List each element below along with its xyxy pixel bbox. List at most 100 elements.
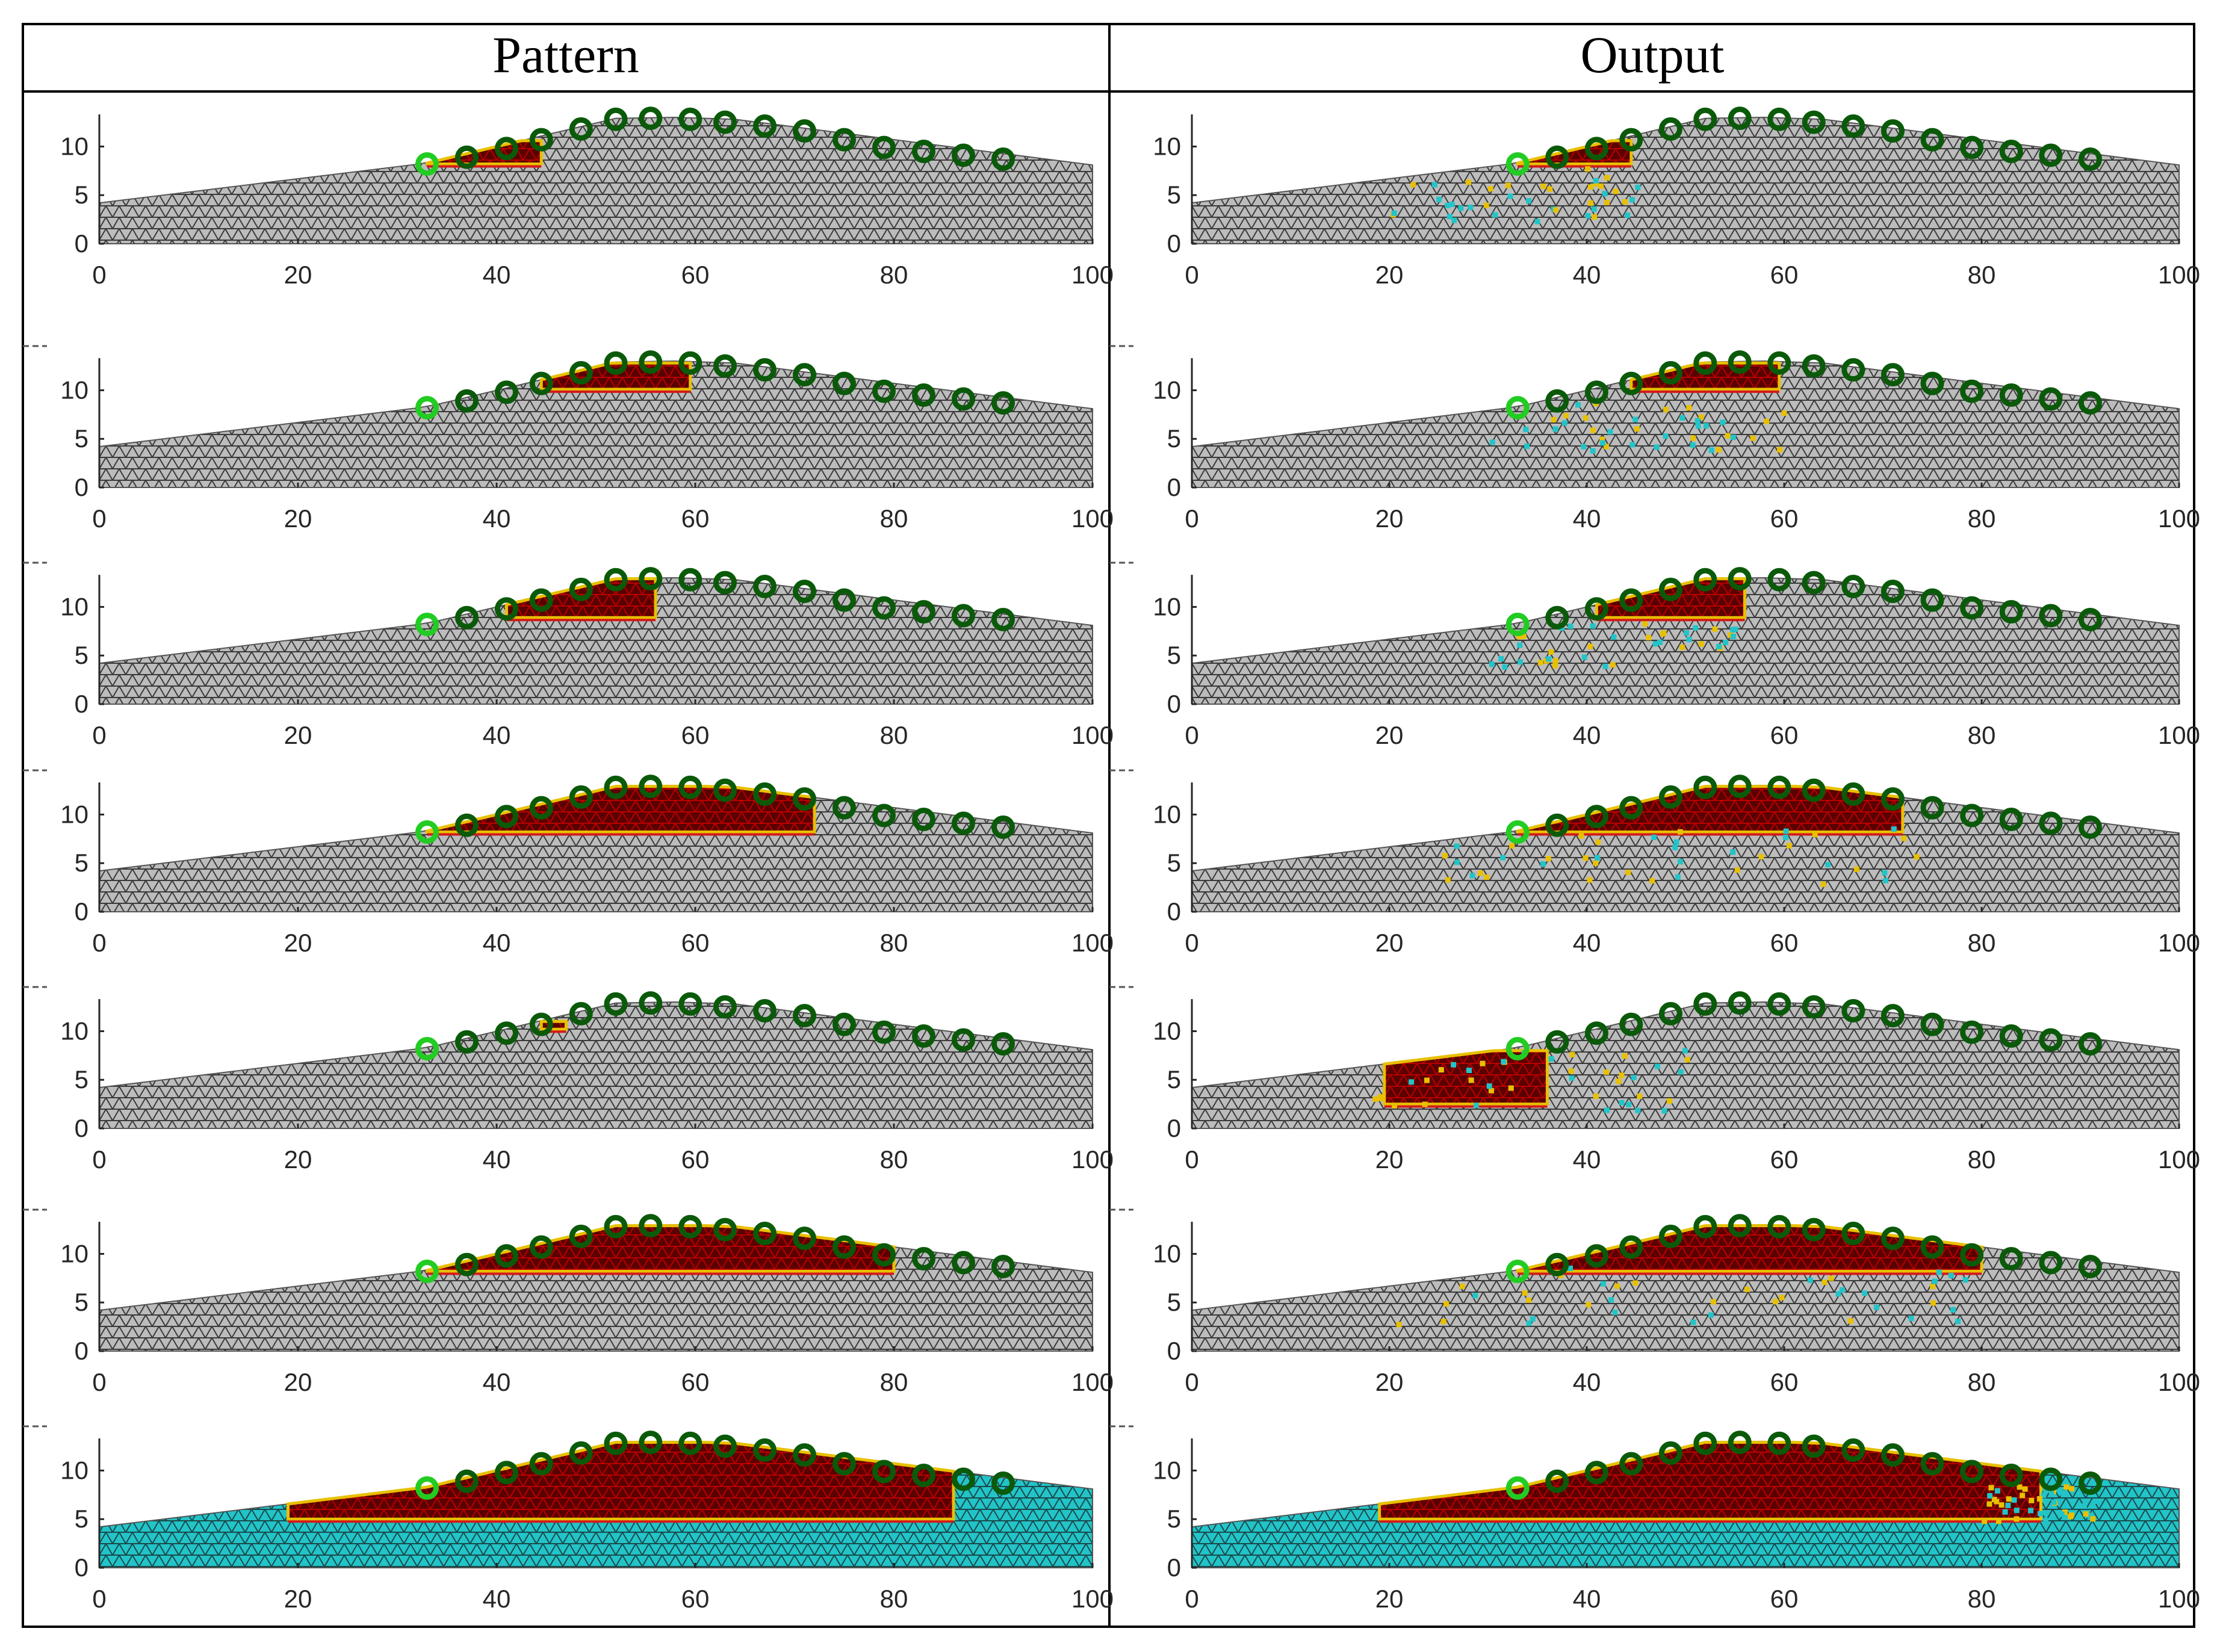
scatter-cell: [1914, 854, 1920, 860]
scatter-cell: [1723, 639, 1729, 645]
monitor-point: [604, 351, 628, 375]
monitor-point: [713, 110, 737, 134]
scatter-cell: [1678, 1069, 1684, 1075]
monitor-point: [1545, 1252, 1569, 1276]
slope-mesh: [99, 1001, 1093, 1129]
monitor-point: [1920, 796, 1944, 820]
scatter-cell: [1777, 447, 1783, 453]
monitor-point: [1960, 596, 1984, 620]
x-tick-label: 40: [483, 1145, 511, 1174]
scatter-cell: [1431, 182, 1437, 188]
monitor-point: [678, 992, 702, 1016]
monitor-point: [1505, 152, 1530, 176]
monitor-point: [1505, 1037, 1530, 1061]
x-tick-label: 0: [92, 1585, 106, 1613]
failure-zone: [426, 1224, 896, 1273]
monitor-point: [415, 396, 439, 420]
scatter-cell: [1633, 1280, 1639, 1286]
scatter-cell: [1988, 1485, 1994, 1491]
x-tick-label: 0: [1185, 1145, 1198, 1174]
monitor-point: [1584, 805, 1608, 829]
scatter-cell: [1995, 1518, 2002, 1524]
x-tick-label: 40: [483, 929, 511, 957]
scatter-cell: [2014, 1508, 2020, 1514]
scatter-cell: [1581, 654, 1587, 660]
scatter-cell: [1693, 625, 1699, 631]
scatter-cell: [1835, 1291, 1841, 1297]
monitor-point: [1728, 1214, 1752, 1238]
scatter-cell: [1873, 1304, 1879, 1310]
scatter-cell: [1908, 1316, 1914, 1322]
monitor-point: [1619, 1012, 1643, 1036]
y-tick-label: 0: [1167, 1337, 1181, 1365]
scatter-cell: [1587, 643, 1593, 649]
monitor-point: [529, 1012, 553, 1036]
monitor-point: [495, 380, 518, 404]
y-tick-label: 10: [1153, 1239, 1181, 1267]
monitor-point: [1920, 1452, 1944, 1476]
scatter-cell: [1552, 658, 1558, 664]
monitor-point: [833, 1235, 856, 1259]
scatter-cell: [1734, 867, 1740, 873]
monitor-point: [912, 1247, 935, 1271]
monitor-point: [495, 1244, 518, 1268]
monitor-point: [833, 128, 856, 152]
monitor-point: [569, 785, 593, 809]
x-tick-label: 100: [1071, 504, 1114, 533]
monitor-point: [1693, 1214, 1717, 1239]
scatter-cell: [1603, 444, 1609, 450]
x-tick-label: 80: [1968, 1368, 1996, 1396]
monitor-point: [1658, 1441, 1682, 1465]
scatter-cell: [2011, 1497, 2017, 1503]
monitor-point: [713, 778, 737, 802]
monitor-point: [753, 358, 777, 382]
scatter-cell: [1591, 206, 1597, 212]
scatter-cell: [1473, 1103, 1479, 1109]
scatter-cell: [1548, 649, 1554, 655]
monitor-point: [833, 371, 856, 395]
x-tick-label: 20: [284, 929, 312, 957]
scatter-cell: [1612, 1310, 1618, 1316]
y-tick-label: 5: [1167, 1065, 1181, 1094]
failure-zone: [539, 361, 692, 391]
scatter-cell: [1546, 656, 1552, 662]
scatter-cell: [1646, 635, 1652, 641]
scatter-cell: [1396, 1322, 1402, 1328]
scatter-cell: [1675, 874, 1681, 880]
monitor-point: [1545, 1469, 1569, 1493]
x-tick-label: 100: [2158, 261, 2200, 289]
scatter-cell: [1930, 1284, 1936, 1290]
x-tick-label: 0: [92, 929, 106, 957]
slope-mesh: [1191, 116, 2180, 244]
y-tick-label: 0: [1167, 1114, 1181, 1142]
monitor-point: [1728, 107, 1752, 131]
monitor-point: [1619, 1235, 1643, 1259]
monitor-point: [991, 815, 1015, 839]
x-tick-label: 60: [681, 1145, 710, 1174]
scatter-cell: [1750, 435, 1756, 441]
monitor-point: [1841, 114, 1865, 138]
x-tick-label: 20: [284, 261, 312, 289]
monitor-point: [1619, 128, 1643, 152]
y-tick-label: 5: [75, 1505, 88, 1533]
scatter-cell: [2086, 1512, 2092, 1518]
scatter-cell: [2037, 1511, 2043, 1517]
monitor-point: [2078, 1471, 2102, 1495]
slope-mesh: [1191, 1001, 2180, 1129]
scatter-cell: [1712, 626, 1718, 632]
scatter-cell: [1673, 839, 1679, 845]
monitor-point: [455, 145, 479, 169]
monitor-point: [1802, 354, 1826, 378]
monitor-point: [639, 1431, 663, 1455]
x-tick-label: 40: [1573, 1368, 1601, 1396]
scatter-cell: [1486, 1083, 1492, 1089]
scatter-cell: [2020, 1493, 2026, 1499]
scatter-cell: [1561, 420, 1567, 426]
monitor-point: [639, 350, 663, 374]
x-tick-label: 80: [880, 504, 908, 533]
scatter-cell: [1994, 1488, 2000, 1494]
monitor-point: [753, 1222, 777, 1246]
y-tick-label: 5: [1167, 181, 1181, 209]
